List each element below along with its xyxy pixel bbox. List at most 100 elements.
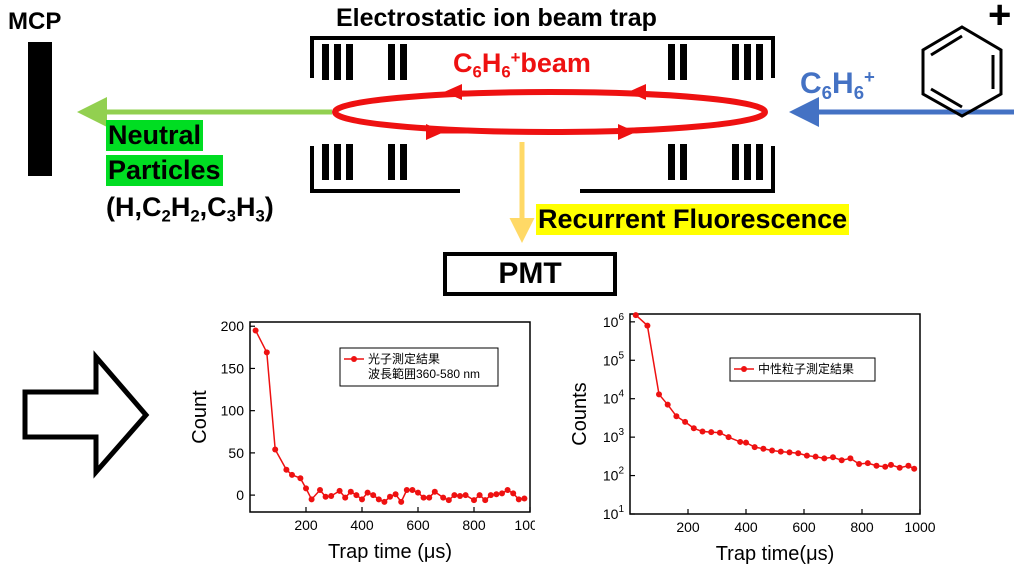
data-point [451,492,458,499]
data-point [769,447,776,454]
trap-title: Electrostatic ion beam trap [336,4,657,32]
legend-marker [741,366,747,372]
data-point [487,492,494,499]
x-tick-label: 1000 [514,517,535,533]
x-tick-label: 800 [850,519,874,535]
legend-box [339,347,499,387]
data-point [856,461,863,467]
y-tick-label: 105 [603,350,625,368]
neutral-label-line2: Particles [106,155,223,186]
data-point [812,453,819,460]
legend-label: 中性粒子測定結果 [758,361,854,376]
data-point [656,391,662,398]
legend-label: 波長範囲360-580 nm [368,366,480,381]
data-point [847,455,854,462]
benzene-charge: + [988,0,1011,37]
data-point [359,496,365,503]
data-point [336,487,343,494]
x-tick-label: 600 [792,519,816,535]
data-point [398,498,405,505]
data-point [504,487,511,494]
data-point [347,488,354,495]
data-point [297,475,304,482]
data-point [482,497,489,504]
data-point [471,497,477,504]
x-tick-label: 800 [462,517,486,533]
data-point [708,429,715,436]
data-point [803,452,810,459]
data-point [364,489,371,496]
data-point [760,445,767,452]
plot-frame [629,313,921,515]
data-point [682,418,689,425]
data-point [644,322,651,329]
x-axis-label: Trap time (μs) [328,541,452,563]
data-point [445,497,452,504]
data-point [632,312,639,319]
ion-label: C6H6+ [800,66,875,104]
x-tick-label: 200 [676,519,700,535]
legend-marker [351,356,357,362]
y-tick-label: 100 [221,403,245,419]
data-point [499,490,505,497]
neutral-label-line1: Neutral [106,120,204,151]
y-tick-label: 150 [221,360,245,376]
data-point [911,465,918,472]
data-point [303,485,309,492]
data-point [342,494,349,501]
x-tick-label: 200 [294,517,318,533]
data-point [392,491,399,498]
y-tick-label: 0 [236,487,244,503]
data-point [431,488,438,495]
data-point [690,425,697,432]
ion-beam-orbit [332,84,768,140]
data-point [743,439,749,446]
data-point [795,450,802,457]
result-arrow-icon [22,350,150,479]
recurrent-fluorescence-label: Recurrent Fluorescence [536,204,850,235]
data-point [328,492,335,499]
y-tick-label: 101 [603,504,625,522]
x-tick-label: 1000 [904,519,935,535]
legend-label: 光子測定結果 [368,351,440,366]
data-point [308,496,315,503]
y-tick-label: 102 [603,466,625,484]
data-point [699,428,706,435]
data-point [777,448,784,455]
data-point [457,492,463,499]
data-point [462,492,469,499]
data-point [737,438,744,445]
data-point [830,454,836,461]
data-point [283,466,290,473]
y-axis-label: Counts [569,382,591,445]
series-line [635,314,915,470]
data-point [375,496,382,503]
data-point [476,492,483,499]
data-point [415,489,421,496]
y-tick-label: 106 [603,312,625,330]
data-point [786,449,793,456]
data-point [409,487,416,494]
data-point [664,401,671,408]
data-point [252,327,259,334]
plot-frame [249,321,531,513]
benzene-icon [921,25,1003,118]
y-axis-label: Count [189,390,211,444]
data-point [263,349,270,356]
neutral-count-chart: 200 400 600 800 1000 101 102 103 104 105 106 Trap t… [569,312,935,565]
data-point [370,492,377,499]
data-point [905,462,912,469]
data-point [838,457,845,464]
data-point [403,487,410,494]
legend-box [729,357,876,382]
neutral-species-label: (H,C2H2,C3H3) [106,192,274,226]
data-point [272,446,279,453]
x-tick-label: 400 [350,517,374,533]
data-point [420,494,427,501]
x-tick-label: 400 [734,519,758,535]
data-point [888,461,894,468]
data-point [882,463,889,470]
data-point [510,490,517,497]
data-point [751,444,758,451]
